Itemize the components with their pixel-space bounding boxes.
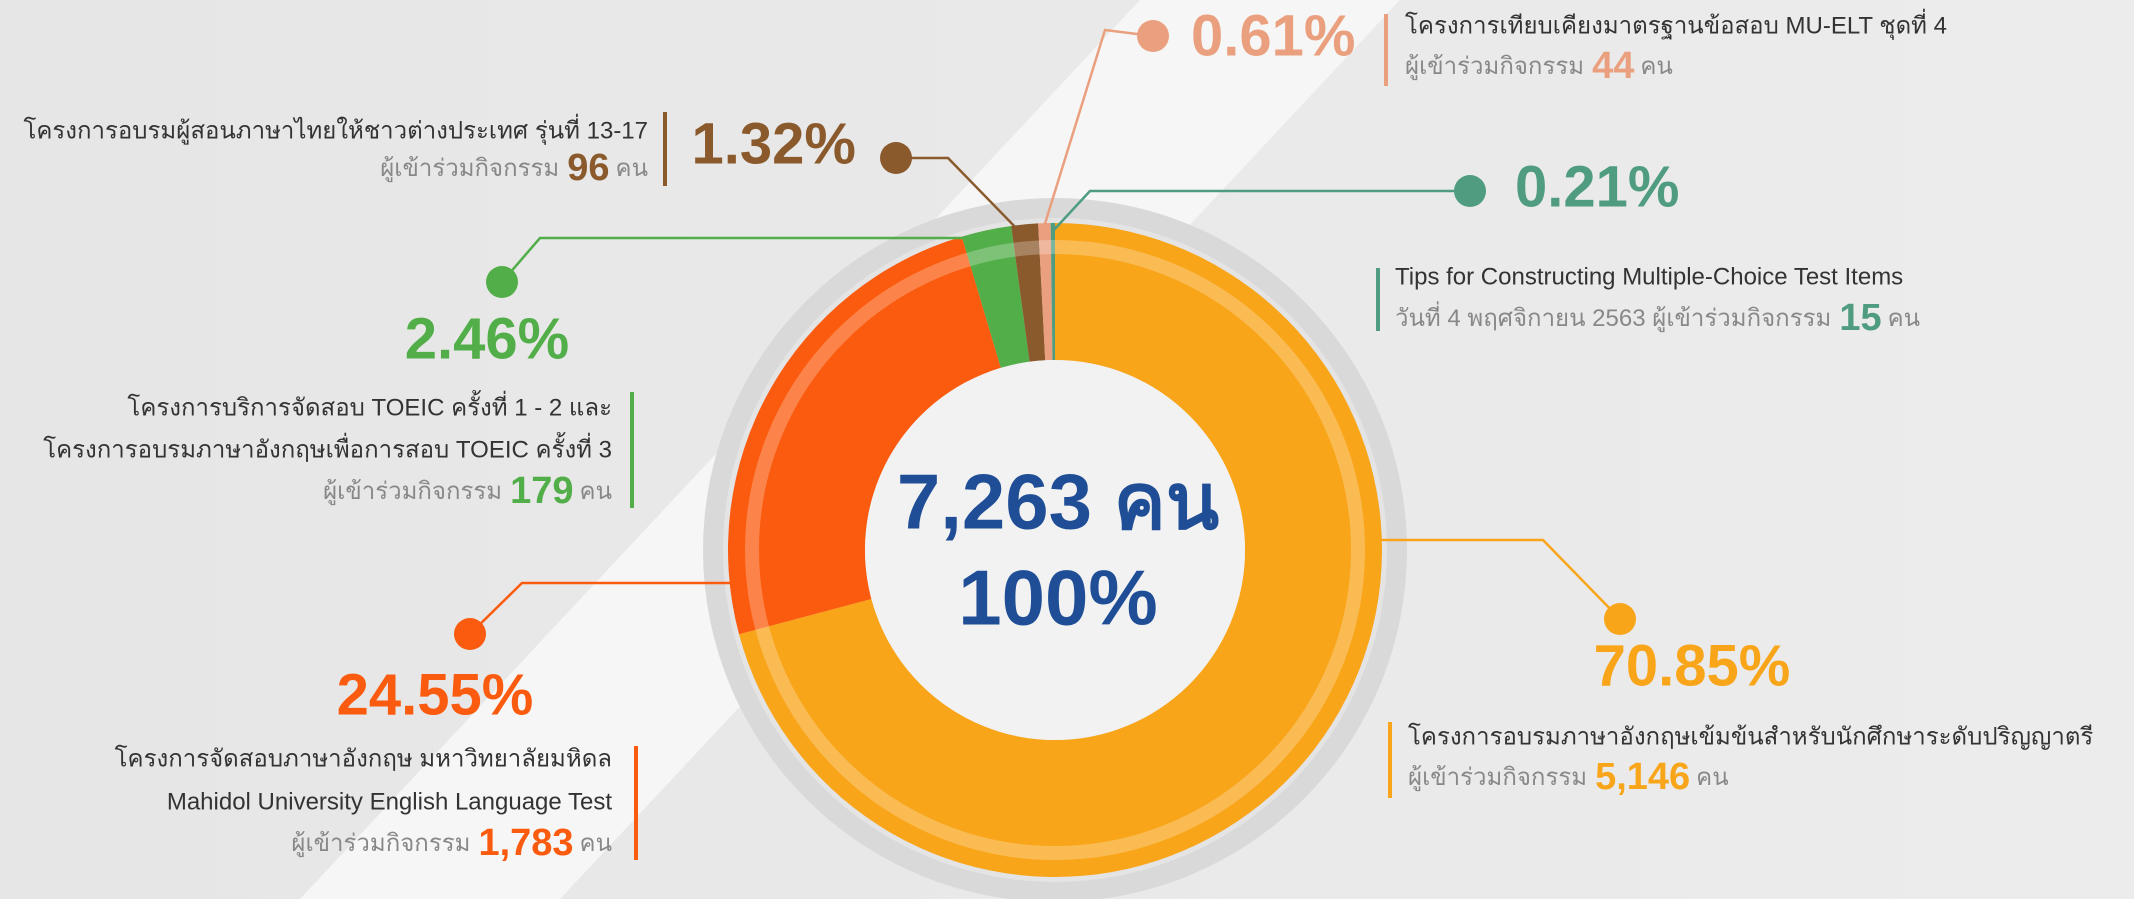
leader-dot (1137, 20, 1169, 52)
leader-line (1380, 538, 1621, 620)
count-prefix: ผู้เข้าร่วมกิจกรรม (1405, 53, 1584, 81)
category-label: โครงการอบรมภาษาอังกฤษเข้มข้นสำหรับนักศึก… (1408, 722, 2093, 750)
count-line: ผู้เข้าร่วมกิจกรรม 96 คน (380, 147, 648, 189)
category-label: Mahidol University English Language Test (167, 788, 612, 815)
donut-segment (961, 225, 1030, 368)
leader-dot (454, 618, 486, 650)
count-value: 5,146 (1595, 756, 1690, 798)
count-prefix: ผู้เข้าร่วมกิจกรรม (380, 155, 559, 183)
donut-segment (1050, 223, 1055, 361)
percent-label: 2.46% (405, 306, 569, 371)
percent-label: 24.55% (337, 662, 534, 727)
leader-dot (1454, 175, 1486, 207)
date-note: วันที่ 4 พฤศจิกายน 2563 (1395, 301, 1646, 332)
percent-label: 0.61% (1191, 3, 1355, 68)
donut-highlight (745, 240, 1365, 860)
count-unit: คน (1696, 764, 1728, 791)
count-line: ผู้เข้าร่วมกิจกรรม 44 คน (1405, 45, 1673, 87)
count-prefix: ผู้เข้าร่วมกิจกรรม (323, 478, 502, 506)
percent-label: 0.21% (1515, 154, 1679, 219)
donut-segment (1011, 223, 1046, 362)
leader-line (1051, 189, 1470, 233)
center-percent: 100% (958, 554, 1158, 642)
donut-segment (1038, 223, 1053, 361)
center-total: 7,263 คน (897, 458, 1219, 546)
count-value: 96 (567, 147, 609, 189)
count-unit: คน (1640, 53, 1672, 80)
count-unit: คน (580, 830, 612, 857)
category-label: โครงการจัดสอบภาษาอังกฤษ มหาวิทยาลัยมหิดล (115, 744, 612, 772)
count-unit: คน (580, 478, 612, 505)
leader-line (501, 236, 978, 283)
count-value: 179 (510, 470, 573, 512)
percent-label: 1.32% (692, 111, 856, 176)
count-prefix: ผู้เข้าร่วมกิจกรรม (1408, 764, 1587, 792)
leader-line (1041, 28, 1154, 231)
category-label: โครงการบริการจัดสอบ TOEIC ครั้งที่ 1 - 2… (127, 389, 612, 421)
count-prefix: ผู้เข้าร่วมกิจกรรม (1652, 305, 1831, 333)
count-prefix: ผู้เข้าร่วมกิจกรรม (291, 830, 470, 858)
count-unit: คน (616, 155, 648, 182)
count-line: ผู้เข้าร่วมกิจกรรม 179 คน (323, 470, 612, 512)
donut-segment (728, 236, 1001, 635)
count-line: ผู้เข้าร่วมกิจกรรม 1,783 คน (291, 822, 612, 864)
count-line: ผู้เข้าร่วมกิจกรรม 5,146 คน (1408, 756, 1729, 798)
leader-dot (486, 266, 518, 298)
leader-line (469, 581, 738, 635)
category-label: Tips for Constructing Multiple-Choice Te… (1395, 263, 1903, 290)
leader-line (896, 156, 1023, 235)
donut-hole (865, 360, 1245, 740)
count-value: 1,783 (478, 822, 573, 864)
count-value: 15 (1839, 297, 1881, 339)
donut-segment (739, 223, 1383, 877)
count-unit: คน (1888, 305, 1920, 332)
count-value: 44 (1592, 45, 1634, 87)
space (1646, 305, 1653, 332)
leader-dot (1604, 603, 1636, 635)
category-label: โครงการอบรมภาษาอังกฤษเพื่อการสอบ TOEIC ค… (43, 431, 612, 463)
category-label: โครงการอบรมผู้สอนภาษาไทยให้ชาวต่างประเทศ… (23, 113, 648, 145)
leader-dot (880, 142, 912, 174)
category-label: โครงการเทียบเคียงมาตรฐานข้อสอบ MU-ELT ชุ… (1405, 8, 1947, 40)
count-line: วันที่ 4 พฤศจิกายน 2563 ผู้เข้าร่วมกิจกร… (1395, 297, 1920, 339)
percent-label: 70.85% (1594, 633, 1791, 698)
